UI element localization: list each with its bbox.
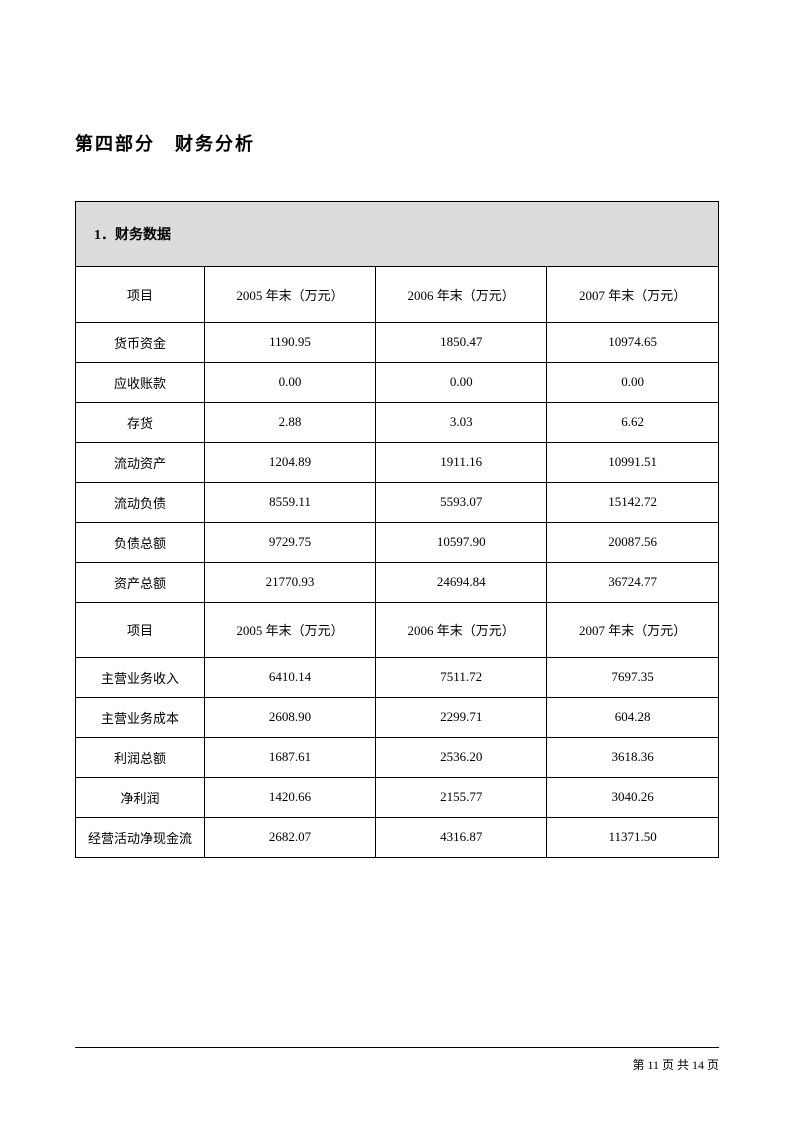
row-value: 20087.56 xyxy=(547,522,718,562)
row-value: 36724.77 xyxy=(547,562,718,602)
row-value: 1190.95 xyxy=(204,322,375,362)
row-value: 6410.14 xyxy=(204,657,375,697)
row-value: 2.88 xyxy=(204,402,375,442)
col-header-item: 项目 xyxy=(76,267,204,322)
row-label: 负债总额 xyxy=(76,522,204,562)
row-label: 主营业务收入 xyxy=(76,657,204,697)
table-row: 利润总额 1687.61 2536.20 3618.36 xyxy=(76,737,718,777)
row-label: 利润总额 xyxy=(76,737,204,777)
col-header-2006: 2006 年末（万元） xyxy=(376,267,547,322)
table-row: 流动负债 8559.11 5593.07 15142.72 xyxy=(76,482,718,522)
row-value: 15142.72 xyxy=(547,482,718,522)
table-row: 应收账款 0.00 0.00 0.00 xyxy=(76,362,718,402)
col-header-2006: 2006 年末（万元） xyxy=(376,602,547,657)
row-value: 2682.07 xyxy=(204,817,375,857)
table-header-row-1: 项目 2005 年末（万元） 2006 年末（万元） 2007 年末（万元） xyxy=(76,267,718,322)
row-label: 资产总额 xyxy=(76,562,204,602)
table-row: 负债总额 9729.75 10597.90 20087.56 xyxy=(76,522,718,562)
col-header-2007: 2007 年末（万元） xyxy=(547,267,718,322)
financial-table-container: 1．财务数据 项目 2005 年末（万元） 2006 年末（万元） 2007 年… xyxy=(75,201,719,858)
row-label: 流动资产 xyxy=(76,442,204,482)
table-row: 存货 2.88 3.03 6.62 xyxy=(76,402,718,442)
table-row: 经营活动净现金流 2682.07 4316.87 11371.50 xyxy=(76,817,718,857)
row-value: 1420.66 xyxy=(204,777,375,817)
row-value: 6.62 xyxy=(547,402,718,442)
table-subtitle: 1．财务数据 xyxy=(76,202,718,267)
row-value: 1687.61 xyxy=(204,737,375,777)
table-row: 主营业务成本 2608.90 2299.71 604.28 xyxy=(76,697,718,737)
row-value: 8559.11 xyxy=(204,482,375,522)
row-value: 0.00 xyxy=(547,362,718,402)
row-value: 21770.93 xyxy=(204,562,375,602)
row-value: 10991.51 xyxy=(547,442,718,482)
row-value: 10597.90 xyxy=(376,522,547,562)
row-label: 存货 xyxy=(76,402,204,442)
row-label: 净利润 xyxy=(76,777,204,817)
table-row: 流动资产 1204.89 1911.16 10991.51 xyxy=(76,442,718,482)
table-row: 主营业务收入 6410.14 7511.72 7697.35 xyxy=(76,657,718,697)
table-row: 资产总额 21770.93 24694.84 36724.77 xyxy=(76,562,718,602)
col-header-item: 项目 xyxy=(76,602,204,657)
row-value: 9729.75 xyxy=(204,522,375,562)
row-value: 5593.07 xyxy=(376,482,547,522)
row-value: 0.00 xyxy=(204,362,375,402)
col-header-2005: 2005 年末（万元） xyxy=(204,267,375,322)
table-row: 净利润 1420.66 2155.77 3040.26 xyxy=(76,777,718,817)
row-value: 3618.36 xyxy=(547,737,718,777)
row-value: 604.28 xyxy=(547,697,718,737)
row-value: 24694.84 xyxy=(376,562,547,602)
page-number: 第 11 页 共 14 页 xyxy=(632,1056,719,1073)
financial-table: 项目 2005 年末（万元） 2006 年末（万元） 2007 年末（万元） 货… xyxy=(76,267,718,857)
footer-divider xyxy=(75,1047,719,1048)
row-label: 主营业务成本 xyxy=(76,697,204,737)
row-value: 2299.71 xyxy=(376,697,547,737)
col-header-2007: 2007 年末（万元） xyxy=(547,602,718,657)
row-label: 货币资金 xyxy=(76,322,204,362)
table-row: 货币资金 1190.95 1850.47 10974.65 xyxy=(76,322,718,362)
row-value: 3040.26 xyxy=(547,777,718,817)
row-value: 1204.89 xyxy=(204,442,375,482)
table-header-row-2: 项目 2005 年末（万元） 2006 年末（万元） 2007 年末（万元） xyxy=(76,602,718,657)
row-label: 应收账款 xyxy=(76,362,204,402)
col-header-2005: 2005 年末（万元） xyxy=(204,602,375,657)
row-value: 10974.65 xyxy=(547,322,718,362)
row-value: 7511.72 xyxy=(376,657,547,697)
section-title: 第四部分 财务分析 xyxy=(75,130,719,156)
row-value: 2155.77 xyxy=(376,777,547,817)
row-label: 流动负债 xyxy=(76,482,204,522)
row-value: 11371.50 xyxy=(547,817,718,857)
row-value: 2608.90 xyxy=(204,697,375,737)
row-value: 1850.47 xyxy=(376,322,547,362)
row-label: 经营活动净现金流 xyxy=(76,817,204,857)
row-value: 1911.16 xyxy=(376,442,547,482)
row-value: 7697.35 xyxy=(547,657,718,697)
row-value: 3.03 xyxy=(376,402,547,442)
row-value: 4316.87 xyxy=(376,817,547,857)
row-value: 2536.20 xyxy=(376,737,547,777)
row-value: 0.00 xyxy=(376,362,547,402)
